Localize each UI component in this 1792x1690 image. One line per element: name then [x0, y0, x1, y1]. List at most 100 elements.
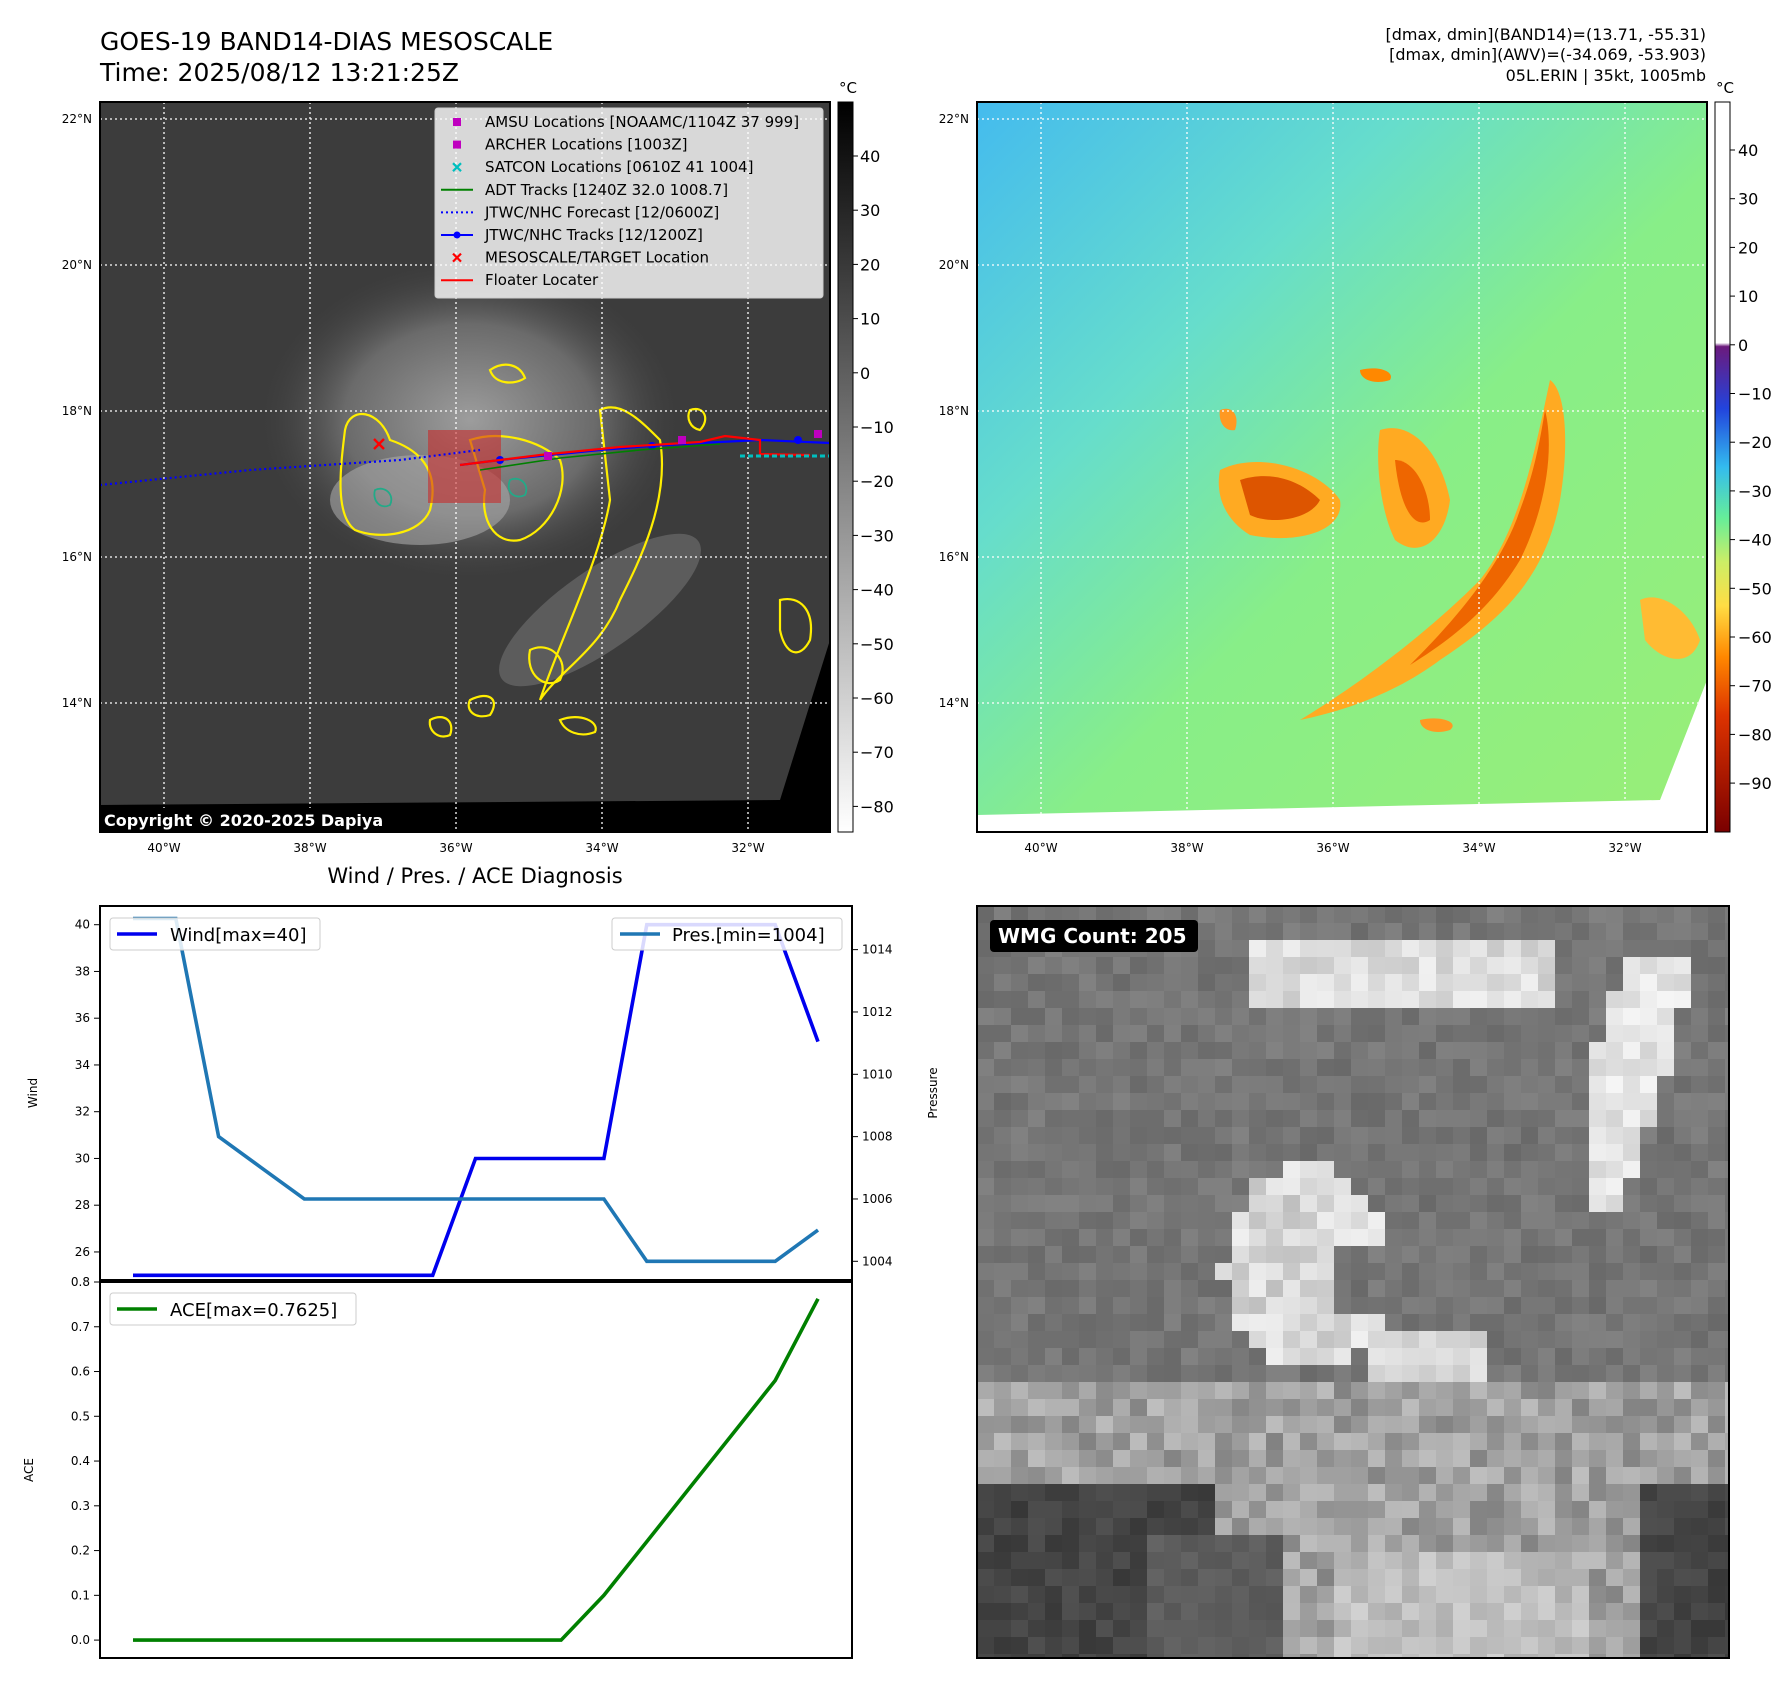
amsu-markers [544, 430, 822, 460]
lat-tick-label: 16°N [939, 550, 969, 564]
pressure-tick-label: 1014 [862, 943, 893, 957]
wmg-cells [977, 906, 1729, 1658]
ir-colorbar-tick: −60 [860, 689, 894, 708]
lon-tick-label: 40°W [147, 841, 180, 855]
wind-tick-label: 32 [75, 1105, 90, 1119]
legend-marker [453, 140, 461, 149]
wind-tick-label: 38 [75, 964, 90, 978]
ir-colorbar-tick: 30 [860, 201, 880, 220]
legend-marker [453, 118, 461, 126]
legend-label: AMSU Locations [NOAAMC/1104Z 37 999] [485, 113, 799, 131]
lon-tick-label: 32°W [1608, 841, 1641, 855]
awv-colorbar-tick: 10 [1738, 287, 1758, 306]
ir-map-panel: Copyright © 2020-2025 Dapiya AMSU Locati… [62, 101, 831, 855]
awv-colorbar-tick: 0 [1738, 336, 1748, 355]
ace-tick-label: 0.2 [71, 1544, 90, 1558]
pressure-axis-label: Pressure [926, 1067, 940, 1118]
ir-colorbar-tick: −10 [860, 418, 894, 437]
ace-tick-label: 0.5 [71, 1409, 90, 1423]
ir-colorbar-tick: 10 [860, 310, 880, 329]
ir-colorbar-tick: −50 [860, 635, 894, 654]
awv-map-panel: 22°N 20°N 18°N 16°N 14°N 40°W 38°W 36°W 34°W 32°… [939, 101, 1708, 855]
lat-tick-label: 14°N [939, 696, 969, 710]
ir-colorbar-tick: −20 [860, 472, 894, 491]
awv-colorbar-tick: 30 [1738, 190, 1758, 209]
ace-tick-label: 0.1 [71, 1588, 90, 1602]
legend-marker [452, 252, 462, 263]
ir-colorbar-tick: −30 [860, 526, 894, 545]
pressure-tick-label: 1010 [862, 1067, 893, 1081]
wind-legend: Wind[max=40] [109, 917, 321, 951]
awv-background [977, 102, 1707, 832]
ir-lat-ticks: 22°N 20°N 18°N 16°N 14°N [62, 112, 92, 710]
map-legend: AMSU Locations [NOAAMC/1104Z 37 999] ARCH… [434, 107, 824, 299]
awv-colorbar-unit: °C [1716, 79, 1734, 97]
ir-colorbar-tick: −70 [860, 743, 894, 762]
legend-label: JTWC/NHC Tracks [12/1200Z] [484, 226, 703, 244]
legend-label: SATCON Locations [0610Z 41 1004] [485, 158, 753, 176]
lon-tick-label: 38°W [1170, 841, 1203, 855]
ace-legend: ACE[max=0.7625] [109, 1292, 357, 1326]
wind-tick-label: 34 [75, 1058, 90, 1072]
wind-legend-label: Wind[max=40] [170, 925, 307, 946]
ace-tick-label: 0.4 [71, 1454, 90, 1468]
awv-stats: [dmax, dmin](AWV)=(-34.069, -53.903) [1389, 45, 1706, 64]
wind-axis-label: Wind [26, 1078, 40, 1108]
legend-marker [452, 162, 462, 172]
floater-line [459, 434, 811, 467]
legend-label: MESOSCALE/TARGET Location [485, 249, 709, 267]
legend-label: JTWC/NHC Forecast [12/0600Z] [484, 203, 719, 221]
awv-colorbar-tick: −60 [1738, 628, 1772, 647]
lat-tick-label: 20°N [62, 258, 92, 272]
awv-colorbar-tick: 40 [1738, 141, 1758, 160]
lat-tick-label: 20°N [939, 258, 969, 272]
lat-tick-label: 14°N [62, 696, 92, 710]
ace-axis-label: ACE [22, 1458, 36, 1482]
lon-tick-label: 38°W [293, 841, 326, 855]
awv-lon-ticks: 40°W 38°W 36°W 34°W 32°W [1024, 841, 1641, 855]
awv-cold-features [1218, 368, 1700, 732]
lon-tick-label: 40°W [1024, 841, 1057, 855]
wind-pres-chart: 26 28 30 32 34 36 38 40 1004 1006 1008 1010 1012 1014… [26, 905, 940, 1281]
ace-legend-label: ACE[max=0.7625] [170, 1300, 337, 1321]
lon-tick-label: 34°W [585, 841, 618, 855]
legend-label: ADT Tracks [1240Z 32.0 1008.7] [485, 181, 728, 199]
wmg-panel: WMG Count: 205 [976, 905, 1730, 1659]
wind-tick-label: 36 [75, 1011, 90, 1025]
lat-tick-label: 16°N [62, 550, 92, 564]
ace-tick-label: 0.8 [71, 1275, 90, 1289]
awv-colorbar-tick: −70 [1738, 677, 1772, 696]
lon-tick-label: 34°W [1462, 841, 1495, 855]
diagnosis-title: Wind / Pres. / ACE Diagnosis [327, 864, 622, 888]
awv-lat-ticks: 22°N 20°N 18°N 16°N 14°N [939, 112, 969, 710]
lat-tick-label: 22°N [62, 112, 92, 126]
floater-box [428, 430, 501, 503]
ir-colorbar-unit: °C [839, 79, 857, 97]
ace-tick-label: 0.6 [71, 1365, 90, 1379]
lon-tick-label: 36°W [1316, 841, 1349, 855]
target-marker [373, 438, 385, 450]
pressure-tick-label: 1008 [862, 1130, 893, 1144]
awv-colorbar-tick: −90 [1738, 774, 1772, 793]
ir-colorbar-tick: 0 [860, 364, 870, 383]
ace-tick-label: 0.3 [71, 1499, 90, 1513]
ace-tick-label: 0.0 [71, 1633, 90, 1647]
wind-tick-label: 28 [75, 1198, 90, 1212]
lat-tick-label: 18°N [62, 404, 92, 418]
figure-title: GOES-19 BAND14-DIAS MESOSCALE [100, 27, 553, 56]
legend-label: ARCHER Locations [1003Z] [485, 136, 688, 154]
ace-chart: 0.0 0.1 0.2 0.3 0.4 0.5 0.6 0.7 0.8 ACE[max=0.762… [22, 1275, 853, 1659]
awv-colorbar-tick: −40 [1738, 531, 1772, 550]
lon-tick-label: 36°W [439, 841, 472, 855]
pressure-tick-label: 1006 [862, 1192, 893, 1206]
awv-colorbar-tick: −20 [1738, 433, 1772, 452]
awv-colorbar-tick: −10 [1738, 385, 1772, 404]
ir-colorbar-tick: 40 [860, 147, 880, 166]
lat-tick-label: 22°N [939, 112, 969, 126]
wind-tick-label: 30 [75, 1151, 90, 1165]
ace-tick-label: 0.7 [71, 1320, 90, 1334]
wind-tick-label: 40 [75, 918, 90, 932]
band14-stats: [dmax, dmin](BAND14)=(13.71, -55.31) [1386, 25, 1707, 44]
pressure-legend: Pres.[min=1004] [611, 917, 843, 951]
